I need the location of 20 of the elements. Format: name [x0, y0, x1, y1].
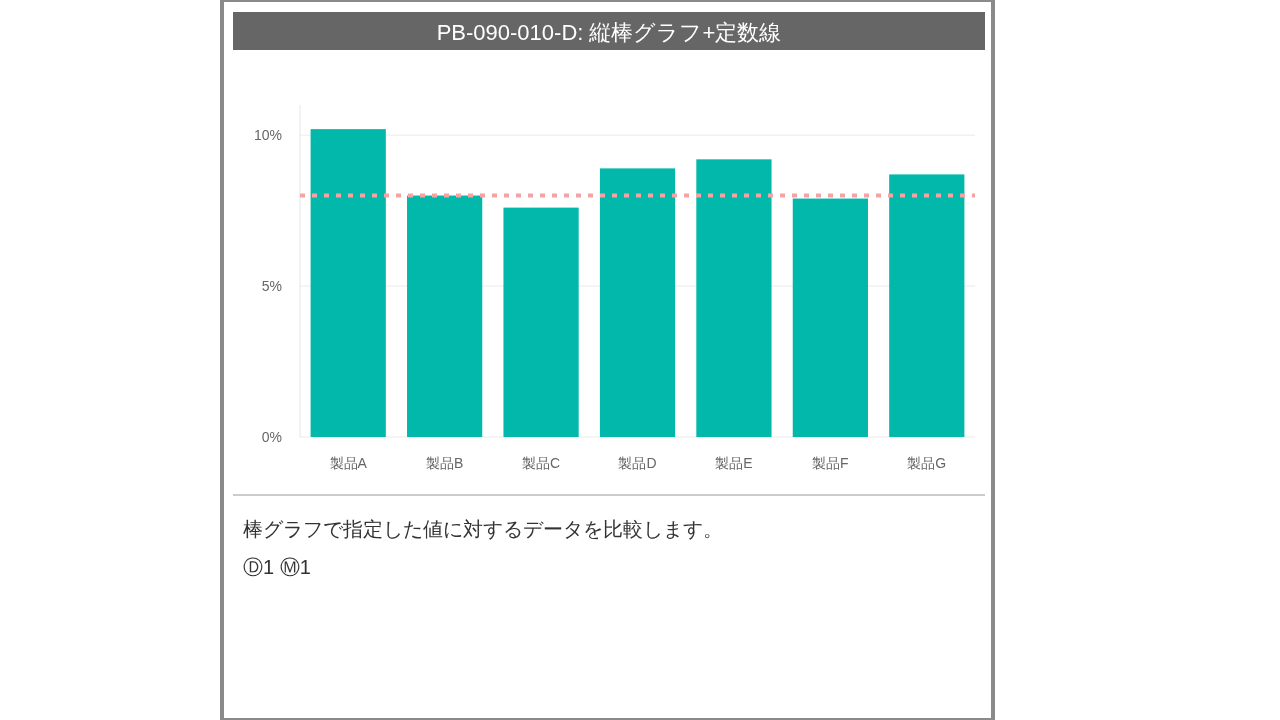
y-tick-label: 0% [261, 429, 282, 445]
y-tick-label: 5% [261, 278, 282, 295]
x-tick-label: 製品E [715, 455, 753, 471]
x-tick-label: 製品C [522, 455, 561, 471]
bar [889, 174, 965, 437]
text: Ⓓ1 Ⓜ1 [243, 556, 311, 578]
x-tick-label: 製品F [812, 455, 849, 471]
chart-title: PB-090-010-D: 縦棒グラフ+定数線 [436, 20, 782, 45]
bar [792, 198, 868, 437]
x-tick-label: 製品A [329, 455, 368, 471]
bar [503, 207, 579, 437]
y-tick-label: 10% [253, 127, 282, 144]
bar [696, 159, 772, 437]
bar [310, 129, 386, 437]
x-tick-label: 製品G [907, 455, 947, 471]
x-tick-label: 製品D [618, 455, 657, 471]
bar [407, 195, 483, 437]
text: 棒グラフで指定した値に対するデータを比較します。 [243, 518, 723, 540]
bar [599, 168, 676, 437]
x-tick-label: 製品B [425, 455, 464, 471]
